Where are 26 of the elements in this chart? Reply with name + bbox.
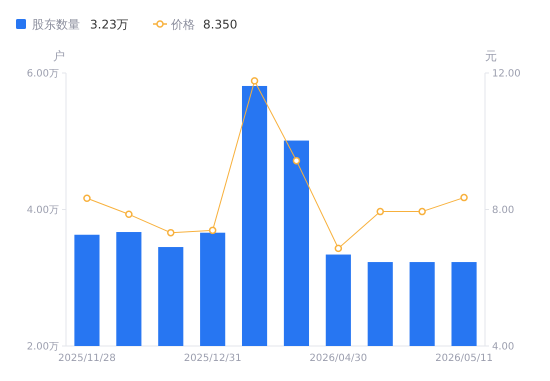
legend-label: 股东数量 xyxy=(32,18,80,32)
point xyxy=(418,208,426,216)
point xyxy=(83,194,91,202)
point xyxy=(250,77,258,85)
point xyxy=(376,208,384,216)
y-tick-label: 2.00万 xyxy=(26,342,59,352)
text: 3.23万 xyxy=(90,18,129,32)
y-tick-label: 4.00万 xyxy=(26,205,59,216)
y2-axis-title: 元 xyxy=(485,49,497,63)
text: 8.350 xyxy=(203,18,238,32)
y2-tick-label: 8.00 xyxy=(492,205,514,216)
y-axis-title: 户 xyxy=(53,49,65,63)
legend-label: 价格 xyxy=(170,18,195,32)
y2-tick-label: 12.00 xyxy=(492,68,521,80)
y-tick-label: 6.00万 xyxy=(26,68,59,80)
x-tick-label: 2026/04/30 xyxy=(310,353,368,364)
point xyxy=(125,210,133,218)
point xyxy=(460,194,468,202)
point xyxy=(334,244,342,252)
x-tick-label: 2025/12/31 xyxy=(184,353,242,364)
point xyxy=(167,228,174,236)
point xyxy=(292,156,300,164)
x-tick-label: 2026/05/11 xyxy=(435,353,493,364)
point xyxy=(208,226,216,234)
y2-tick-label: 4.00 xyxy=(492,342,514,352)
x-tick-label: 2025/11/28 xyxy=(58,353,116,364)
